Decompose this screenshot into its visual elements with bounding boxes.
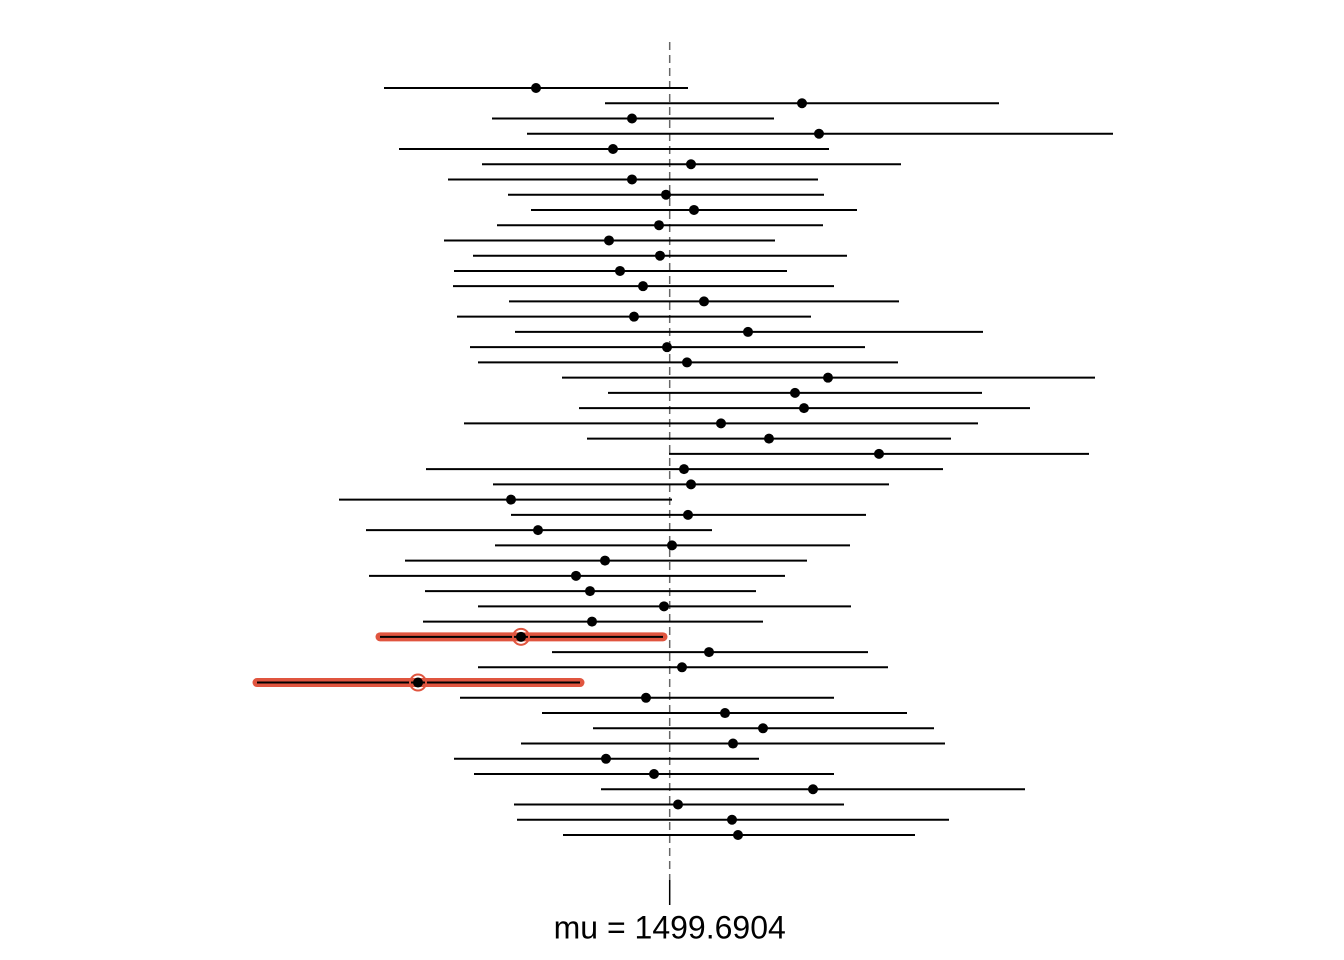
point xyxy=(661,189,671,200)
point xyxy=(699,296,709,307)
point xyxy=(679,464,689,475)
point xyxy=(587,616,597,627)
point xyxy=(516,631,526,642)
point xyxy=(649,769,659,780)
point xyxy=(673,799,683,810)
point xyxy=(682,357,692,368)
point xyxy=(585,586,595,597)
point xyxy=(808,784,818,795)
point xyxy=(790,387,800,398)
point xyxy=(704,647,714,658)
point xyxy=(727,814,737,825)
point xyxy=(615,265,625,276)
point xyxy=(600,555,610,566)
point xyxy=(608,143,618,154)
point xyxy=(601,753,611,764)
point xyxy=(764,433,774,444)
point xyxy=(533,525,543,536)
point xyxy=(823,372,833,383)
point xyxy=(814,128,824,139)
point xyxy=(638,281,648,292)
point xyxy=(686,159,696,170)
point xyxy=(604,235,614,246)
point xyxy=(654,220,664,231)
point-highlight xyxy=(409,673,427,692)
point xyxy=(629,311,639,322)
point xyxy=(874,448,884,459)
point xyxy=(641,692,651,703)
point xyxy=(627,113,637,124)
point xyxy=(531,83,541,93)
point xyxy=(667,540,677,551)
point xyxy=(659,601,669,612)
point xyxy=(662,342,672,353)
point xyxy=(571,570,581,581)
point xyxy=(758,723,768,734)
point xyxy=(716,418,726,429)
point xyxy=(677,662,687,673)
point xyxy=(743,326,753,337)
point xyxy=(799,403,809,414)
point xyxy=(683,509,693,520)
point xyxy=(506,494,516,505)
x-tick-label: mu = 1499.6904 xyxy=(554,909,786,945)
point xyxy=(627,174,637,185)
point xyxy=(720,708,730,719)
point xyxy=(689,204,699,215)
point xyxy=(655,250,665,261)
point-highlight xyxy=(512,627,530,646)
point xyxy=(733,830,743,841)
point xyxy=(686,479,696,490)
point xyxy=(797,98,807,109)
point xyxy=(413,677,423,688)
point xyxy=(728,738,738,749)
